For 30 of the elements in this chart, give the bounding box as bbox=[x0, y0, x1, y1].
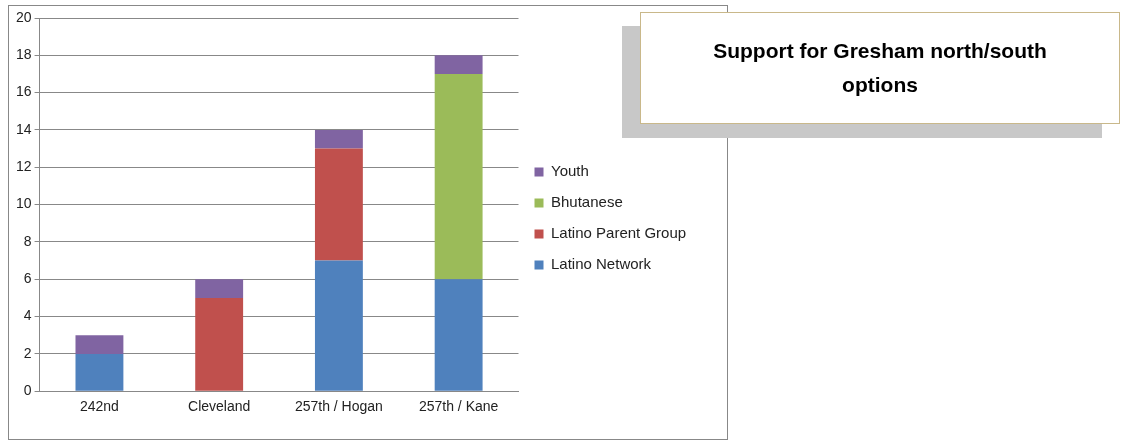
y-tick-label: 16 bbox=[15, 83, 32, 100]
legend-label: Bhutanese bbox=[551, 193, 623, 211]
x-tick-label: 257th / Kane bbox=[418, 398, 499, 415]
y-tick-label: 20 bbox=[15, 8, 32, 25]
y-tick-label: 12 bbox=[15, 158, 32, 175]
bar bbox=[75, 353, 124, 391]
bar bbox=[434, 55, 483, 74]
bar bbox=[314, 260, 363, 391]
legend-label: Youth bbox=[551, 162, 589, 180]
y-tick-label: 6 bbox=[23, 270, 32, 287]
x-tick-label: Cleveland bbox=[188, 398, 251, 415]
x-tick-label: 242nd bbox=[79, 398, 119, 415]
y-tick-label: 2 bbox=[23, 344, 32, 361]
bar bbox=[195, 279, 244, 298]
y-tick-label: 14 bbox=[15, 120, 32, 137]
bar bbox=[314, 148, 363, 261]
y-tick-label: 8 bbox=[23, 232, 32, 249]
bar bbox=[314, 129, 363, 149]
y-tick-label: 0 bbox=[23, 382, 32, 399]
bar bbox=[75, 335, 124, 354]
x-tick-label: 257th / Hogan bbox=[294, 398, 383, 415]
y-tick-label: 10 bbox=[15, 195, 32, 212]
legend-label: Latino Network bbox=[551, 255, 652, 273]
legend-label: Latino Parent Group bbox=[551, 224, 687, 242]
bar bbox=[434, 279, 483, 391]
text: Support for Gresham north/south options bbox=[640, 12, 1120, 124]
y-tick-label: 18 bbox=[15, 46, 32, 63]
bar bbox=[195, 297, 244, 391]
bar bbox=[434, 73, 483, 280]
y-tick-label: 4 bbox=[23, 307, 32, 324]
